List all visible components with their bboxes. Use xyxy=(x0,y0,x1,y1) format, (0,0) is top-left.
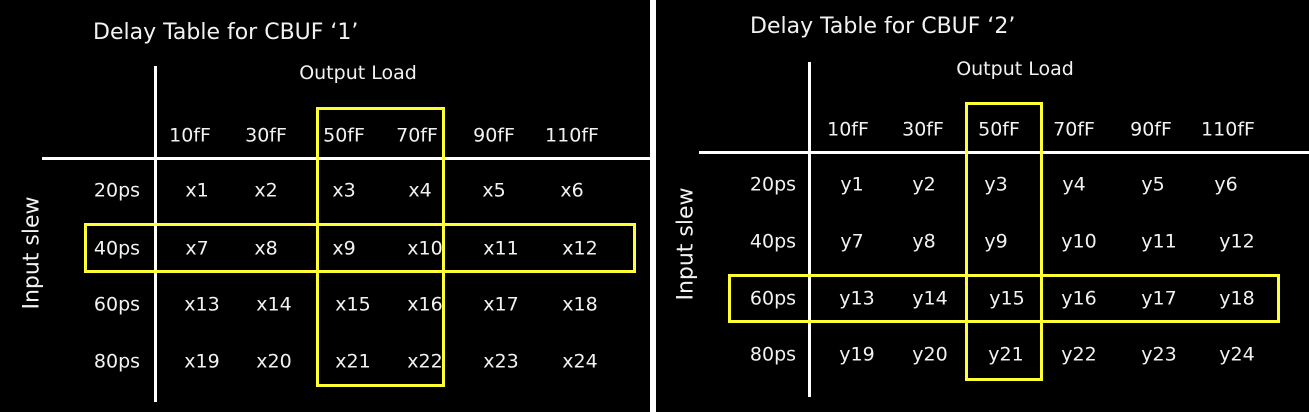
table-cell: y14 xyxy=(912,287,948,310)
table-cell: x23 xyxy=(483,350,519,373)
row-header: 40ps xyxy=(749,230,797,253)
table-cell: x5 xyxy=(482,179,506,202)
table-cell: x9 xyxy=(332,237,356,260)
row-header: 80ps xyxy=(93,350,141,373)
table-cell: x2 xyxy=(254,179,278,202)
row-header: 80ps xyxy=(749,343,797,366)
row-header: 40ps xyxy=(93,237,141,260)
highlight-row-box xyxy=(84,223,636,273)
col-header: 110fF xyxy=(545,124,599,147)
table-cell: x8 xyxy=(254,237,278,260)
table-cell: x13 xyxy=(184,293,220,316)
table-cell: x3 xyxy=(332,179,356,202)
table-cell: x21 xyxy=(335,350,371,373)
highlight-column-box xyxy=(965,102,1043,381)
panel-divider xyxy=(650,0,656,412)
table-cell: x19 xyxy=(184,350,220,373)
table-cell: y12 xyxy=(1219,230,1255,253)
table-cell: x14 xyxy=(256,293,292,316)
col-header: 70fF xyxy=(396,124,438,147)
table-cell: x6 xyxy=(560,179,584,202)
output-load-label: Output Load xyxy=(956,58,1074,80)
table-cell: y16 xyxy=(1061,287,1097,310)
row-header: 20ps xyxy=(93,179,141,202)
highlight-columns-box xyxy=(316,107,445,387)
table-cell: x17 xyxy=(483,293,519,316)
horizontal-axis-line xyxy=(699,151,1309,154)
table-cell: x16 xyxy=(407,293,443,316)
col-header: 50fF xyxy=(323,124,365,147)
input-slew-label: Input slew xyxy=(19,196,45,310)
table-cell: y8 xyxy=(912,230,936,253)
table-cell: x15 xyxy=(335,293,371,316)
table-cell: y15 xyxy=(989,287,1025,310)
table-cell: x22 xyxy=(407,350,443,373)
table-cell: x20 xyxy=(256,350,292,373)
table-cell: y4 xyxy=(1062,173,1086,196)
row-header: 60ps xyxy=(749,287,797,310)
table-cell: y13 xyxy=(839,287,875,310)
vertical-axis-line xyxy=(154,66,157,402)
col-header: 10fF xyxy=(827,118,869,141)
table-title: Delay Table for CBUF ‘1’ xyxy=(93,20,359,45)
col-header: 50fF xyxy=(978,118,1020,141)
col-header: 90fF xyxy=(473,124,515,147)
delay-table-cbuf-1: Delay Table for CBUF ‘1’ Output Load Inp… xyxy=(0,0,650,412)
col-header: 10fF xyxy=(169,124,211,147)
output-load-label: Output Load xyxy=(299,62,417,84)
col-header: 110fF xyxy=(1201,118,1255,141)
table-cell: x7 xyxy=(185,237,209,260)
table-cell: y23 xyxy=(1141,343,1177,366)
table-cell: x10 xyxy=(407,237,443,260)
table-cell: y24 xyxy=(1219,343,1255,366)
table-cell: x11 xyxy=(483,237,519,260)
table-cell: y18 xyxy=(1219,287,1255,310)
table-cell: x1 xyxy=(185,179,209,202)
table-cell: y6 xyxy=(1214,173,1238,196)
row-header: 20ps xyxy=(749,173,797,196)
vertical-axis-line xyxy=(808,62,811,397)
table-cell: y7 xyxy=(840,230,864,253)
col-header: 70fF xyxy=(1053,118,1095,141)
table-cell: y17 xyxy=(1141,287,1177,310)
table-cell: x18 xyxy=(562,293,598,316)
col-header: 30fF xyxy=(902,118,944,141)
table-cell: y2 xyxy=(912,173,936,196)
table-title: Delay Table for CBUF ‘2’ xyxy=(750,14,1016,39)
row-header: 60ps xyxy=(93,293,141,316)
table-cell: y3 xyxy=(984,173,1008,196)
horizontal-axis-line xyxy=(42,157,650,160)
highlight-row-box xyxy=(728,274,1280,323)
table-cell: y1 xyxy=(840,173,864,196)
table-cell: y21 xyxy=(988,343,1024,366)
table-cell: y9 xyxy=(984,230,1008,253)
table-cell: y10 xyxy=(1061,230,1097,253)
delay-table-cbuf-2: Delay Table for CBUF ‘2’ Output Load Inp… xyxy=(656,0,1309,412)
input-slew-label: Input slew xyxy=(673,187,699,301)
table-cell: y20 xyxy=(912,343,948,366)
table-cell: x4 xyxy=(408,179,432,202)
col-header: 90fF xyxy=(1130,118,1172,141)
table-cell: x12 xyxy=(562,237,598,260)
table-cell: y22 xyxy=(1061,343,1097,366)
table-cell: y5 xyxy=(1141,173,1165,196)
table-cell: y11 xyxy=(1141,230,1177,253)
table-cell: x24 xyxy=(562,350,598,373)
table-cell: y19 xyxy=(839,343,875,366)
col-header: 30fF xyxy=(245,124,287,147)
